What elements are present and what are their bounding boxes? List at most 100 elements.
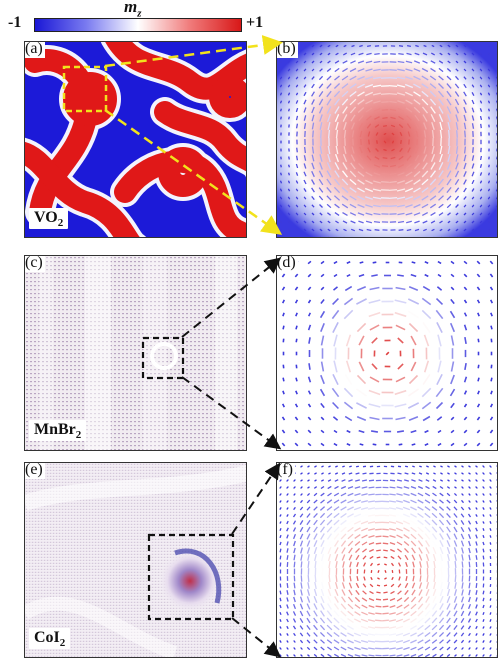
spin-arrow — [496, 500, 497, 502]
spin-arrow — [450, 273, 455, 278]
spin-arrow — [417, 485, 424, 490]
spin-arrow — [410, 617, 417, 624]
spin-arrow — [360, 618, 369, 623]
spin-arrow — [286, 534, 289, 539]
spin-arrow — [463, 68, 467, 72]
spin-arrow — [471, 155, 475, 161]
spin-arrow — [461, 647, 464, 650]
spin-arrow — [319, 388, 326, 397]
spin-arrow — [383, 591, 388, 594]
spin-arrow — [489, 500, 492, 503]
spin-arrow — [279, 76, 283, 80]
spin-arrow — [417, 610, 424, 617]
spin-arrow — [479, 188, 483, 192]
spin-arrow — [395, 618, 404, 623]
spin-arrow — [388, 188, 398, 192]
spin-arrow — [293, 596, 296, 603]
spin-arrow — [432, 546, 437, 555]
spin-arrow — [311, 187, 315, 193]
spin-arrow — [479, 76, 483, 80]
spin-arrow — [404, 589, 409, 596]
spin-arrow — [450, 374, 455, 385]
spin-arrow — [438, 106, 444, 114]
spin-arrow — [327, 52, 331, 56]
spin-arrow — [286, 633, 289, 636]
spin-arrow — [398, 576, 401, 581]
spin-arrow — [313, 632, 318, 637]
spin-arrow — [343, 146, 347, 154]
spin-arrow — [425, 589, 430, 596]
spin-arrow — [397, 555, 402, 560]
spin-arrow — [390, 156, 396, 160]
spin-arrow — [293, 640, 296, 643]
spin-arrow — [327, 60, 331, 64]
coi2-zoom-field — [279, 465, 497, 657]
spin-arrow — [479, 172, 483, 176]
spin-arrow — [294, 416, 299, 421]
spin-arrow — [307, 376, 312, 383]
spin-arrow — [375, 542, 382, 545]
spin-arrow — [382, 535, 389, 538]
spin-arrow — [296, 236, 297, 237]
spin-arrow — [361, 534, 368, 539]
spin-arrow — [368, 541, 375, 546]
spin-arrow — [334, 106, 340, 114]
spin-arrow — [430, 67, 436, 73]
spin-arrow — [348, 582, 353, 589]
spin-arrow — [347, 533, 354, 540]
spin-arrow — [295, 188, 299, 192]
spin-arrow — [377, 570, 380, 573]
spin-arrow — [313, 499, 318, 504]
spin-arrow — [328, 465, 331, 468]
spin-arrow — [306, 519, 311, 526]
spin-arrow — [413, 179, 421, 185]
spin-arrow — [398, 45, 404, 47]
spin-arrow — [343, 297, 354, 306]
spin-arrow — [414, 52, 420, 56]
spin-arrow — [396, 84, 406, 88]
spin-arrow — [471, 99, 475, 105]
spin-arrow — [424, 533, 431, 540]
spin-arrow — [354, 604, 361, 609]
spin-arrow — [479, 220, 483, 224]
spin-arrow — [326, 617, 333, 624]
spin-arrow — [454, 98, 460, 106]
spin-arrow — [397, 204, 405, 208]
spin-arrow — [340, 610, 347, 617]
spin-arrow — [311, 114, 315, 122]
spin-arrow — [446, 596, 451, 603]
spin-arrow — [475, 647, 478, 650]
spin-arrow — [475, 604, 478, 609]
spin-arrow — [388, 640, 397, 643]
spin-arrow — [424, 526, 431, 533]
spin-arrow — [344, 415, 353, 422]
spin-arrow — [382, 612, 389, 615]
spin-arrow — [438, 624, 445, 631]
spin-arrow — [327, 121, 331, 131]
spin-arrow — [415, 130, 419, 138]
spin-arrow — [327, 236, 329, 237]
spin-arrow — [362, 583, 367, 588]
spin-arrow — [475, 654, 478, 657]
spin-arrow — [369, 590, 374, 595]
spin-arrow — [479, 180, 483, 184]
spin-arrow — [326, 106, 332, 114]
panel-e-material-label: CoI2 — [29, 628, 71, 650]
spin-arrow — [424, 492, 431, 497]
spin-arrow — [463, 91, 467, 97]
spin-arrow — [467, 520, 472, 525]
spin-arrow — [341, 75, 349, 81]
spin-arrow — [314, 479, 317, 482]
spin-arrow — [281, 429, 286, 434]
spin-arrow — [432, 479, 437, 482]
spin-arrow — [495, 108, 497, 112]
spin-arrow — [286, 548, 289, 553]
spin-arrow — [407, 402, 420, 409]
spin-arrow — [432, 646, 437, 651]
spin-arrow — [417, 653, 424, 657]
spin-arrow — [382, 116, 388, 120]
spin-arrow — [320, 499, 325, 504]
spin-arrow — [389, 486, 396, 489]
spin-arrow — [489, 654, 492, 657]
spin-arrow — [279, 180, 283, 184]
